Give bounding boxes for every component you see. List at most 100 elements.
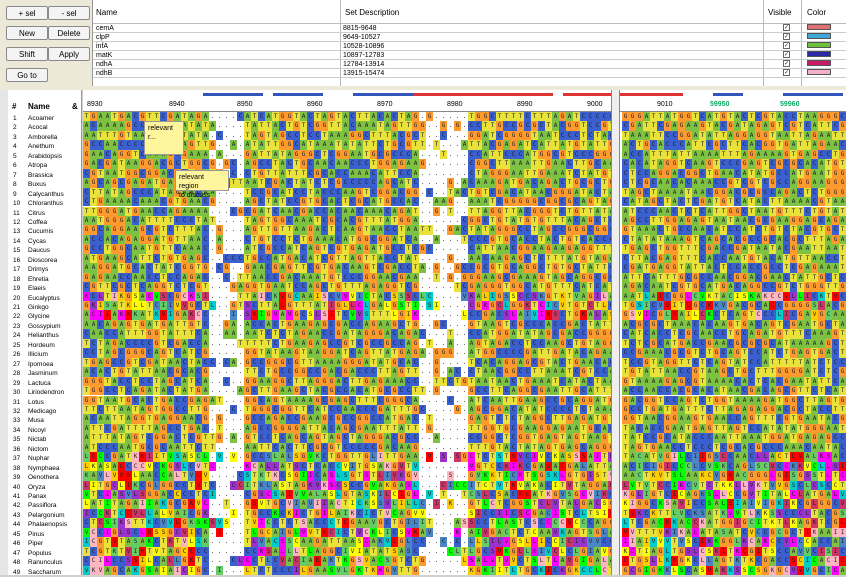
alignment-cell[interactable]: A <box>706 178 713 188</box>
alignment-cell[interactable]: L <box>132 471 139 481</box>
alignment-cell[interactable]: C <box>776 263 783 273</box>
alignment-cell[interactable]: . <box>209 348 216 358</box>
alignment-cell[interactable]: I <box>286 490 293 500</box>
alignment-cell[interactable]: G <box>776 282 783 292</box>
alignment-cell[interactable]: G <box>685 215 692 226</box>
alignment-cell[interactable]: T <box>265 386 272 396</box>
alignment-cell[interactable]: K <box>517 461 524 472</box>
alignment-cell[interactable]: G <box>300 197 307 207</box>
alignment-cell[interactable]: A <box>286 272 293 283</box>
alignment-cell[interactable]: G <box>496 291 503 301</box>
alignment-cell[interactable]: I <box>636 461 643 472</box>
alignment-cell[interactable]: . <box>209 329 216 339</box>
alignment-cell[interactable]: T <box>797 386 804 396</box>
alignment-cell[interactable]: G <box>580 272 587 283</box>
alignment-cell[interactable]: T <box>475 480 482 490</box>
alignment-cell[interactable]: A <box>111 310 118 320</box>
alignment-cell[interactable]: . <box>419 442 426 453</box>
alignment-cell[interactable]: T <box>517 112 524 122</box>
alignment-cell[interactable]: G <box>398 452 405 462</box>
alignment-cell[interactable]: C <box>181 404 188 415</box>
alignment-cell[interactable]: C <box>832 121 839 131</box>
alignment-cell[interactable]: G <box>272 414 279 424</box>
alignment-cell[interactable]: G <box>188 140 195 150</box>
alignment-cell[interactable]: A <box>531 404 538 415</box>
alignment-cell[interactable]: . <box>209 508 216 519</box>
alignment-cell[interactable]: A <box>839 310 846 320</box>
alignment-cell[interactable]: V <box>286 499 293 509</box>
alignment-cell[interactable]: C <box>461 263 468 273</box>
alignment-cell[interactable]: K <box>790 499 797 509</box>
alignment-cell[interactable]: T <box>181 433 188 443</box>
alignment-cell[interactable]: A <box>174 357 181 368</box>
alignment-cell[interactable]: T <box>391 452 398 462</box>
alignment-cell[interactable]: A <box>797 225 804 235</box>
alignment-cell[interactable]: T <box>468 112 475 122</box>
alignment-cell[interactable]: T <box>790 329 797 339</box>
alignment-cell[interactable]: G <box>839 282 846 292</box>
alignment-cell[interactable]: . <box>440 471 447 481</box>
alignment-cell[interactable]: G <box>587 395 594 405</box>
alignment-cell[interactable]: A <box>825 423 832 434</box>
alignment-cell[interactable]: T <box>202 461 209 472</box>
alignment-cell[interactable]: C <box>657 480 664 490</box>
alignment-cell[interactable]: A <box>713 215 720 226</box>
alignment-cell[interactable]: A <box>209 395 216 405</box>
alignment-cell[interactable]: G <box>650 319 657 330</box>
set-row[interactable]: cemA 8815-9648 ✓ <box>93 24 846 33</box>
alignment-cell[interactable]: . <box>216 272 223 283</box>
taxon-row[interactable]: 12 Coffea <box>0 218 82 227</box>
alignment-cell[interactable]: C <box>398 140 405 150</box>
alignment-cell[interactable]: C <box>580 442 587 453</box>
alignment-cell[interactable]: C <box>622 159 629 169</box>
alignment-cell[interactable]: T <box>832 319 839 330</box>
alignment-cell[interactable]: G <box>692 367 699 377</box>
alignment-cell[interactable]: . <box>461 206 468 216</box>
alignment-cell[interactable]: C <box>755 272 762 283</box>
alignment-cell[interactable]: G <box>132 433 139 443</box>
alignment-cell[interactable]: A <box>335 423 342 434</box>
alignment-cell[interactable]: G <box>139 178 146 188</box>
alignment-cell[interactable]: S <box>531 471 538 481</box>
alignment-cell[interactable]: A <box>566 215 573 226</box>
alignment-cell[interactable]: T <box>531 253 538 264</box>
alignment-cell[interactable]: A <box>111 140 118 150</box>
alignment-cell[interactable]: A <box>181 310 188 320</box>
alignment-cell[interactable]: A <box>685 414 692 424</box>
alignment-cell[interactable]: A <box>195 121 202 131</box>
alignment-cell[interactable]: G <box>559 149 566 160</box>
alignment-cell[interactable]: C <box>153 272 160 283</box>
alignment-cell[interactable]: V <box>412 471 419 481</box>
alignment-cell[interactable]: A <box>811 112 818 122</box>
alignment-cell[interactable]: C <box>237 253 244 264</box>
alignment-cell[interactable]: T <box>587 282 594 292</box>
alignment-cell[interactable]: S <box>342 471 349 481</box>
taxon-row[interactable]: 23 Gossypium <box>0 322 82 331</box>
alignment-cell[interactable]: C <box>734 414 741 424</box>
alignment-cell[interactable]: A <box>202 149 209 160</box>
alignment-cell[interactable]: G <box>769 319 776 330</box>
alignment-cell[interactable]: G <box>447 178 454 188</box>
alignment-cell[interactable]: . <box>454 197 461 207</box>
alignment-cell[interactable]: C <box>195 442 202 453</box>
alignment-cell[interactable]: . <box>426 329 433 339</box>
taxon-row[interactable]: 8 Buxus <box>0 180 82 189</box>
alignment-cell[interactable]: G <box>524 357 531 368</box>
alignment-cell[interactable]: C <box>657 386 664 396</box>
alignment-cell[interactable]: A <box>552 367 559 377</box>
alignment-cell[interactable]: T <box>412 263 419 273</box>
alignment-cell[interactable]: C <box>524 518 531 528</box>
alignment-cell[interactable]: . <box>433 404 440 415</box>
alignment-cell[interactable]: V <box>734 508 741 519</box>
alignment-cell[interactable]: T <box>566 168 573 179</box>
alignment-cell[interactable]: G <box>328 442 335 453</box>
alignment-cell[interactable]: A <box>97 149 104 160</box>
taxon-row[interactable]: 32 Medicago <box>0 407 82 416</box>
alignment-cell[interactable]: V <box>748 480 755 490</box>
alignment-cell[interactable]: C <box>195 527 202 538</box>
alignment-cell[interactable]: C <box>706 140 713 150</box>
alignment-cell[interactable]: T <box>251 433 258 443</box>
alignment-cell[interactable]: T <box>370 471 377 481</box>
alignment-cell[interactable]: T <box>678 159 685 169</box>
alignment-cell[interactable]: C <box>195 414 202 424</box>
